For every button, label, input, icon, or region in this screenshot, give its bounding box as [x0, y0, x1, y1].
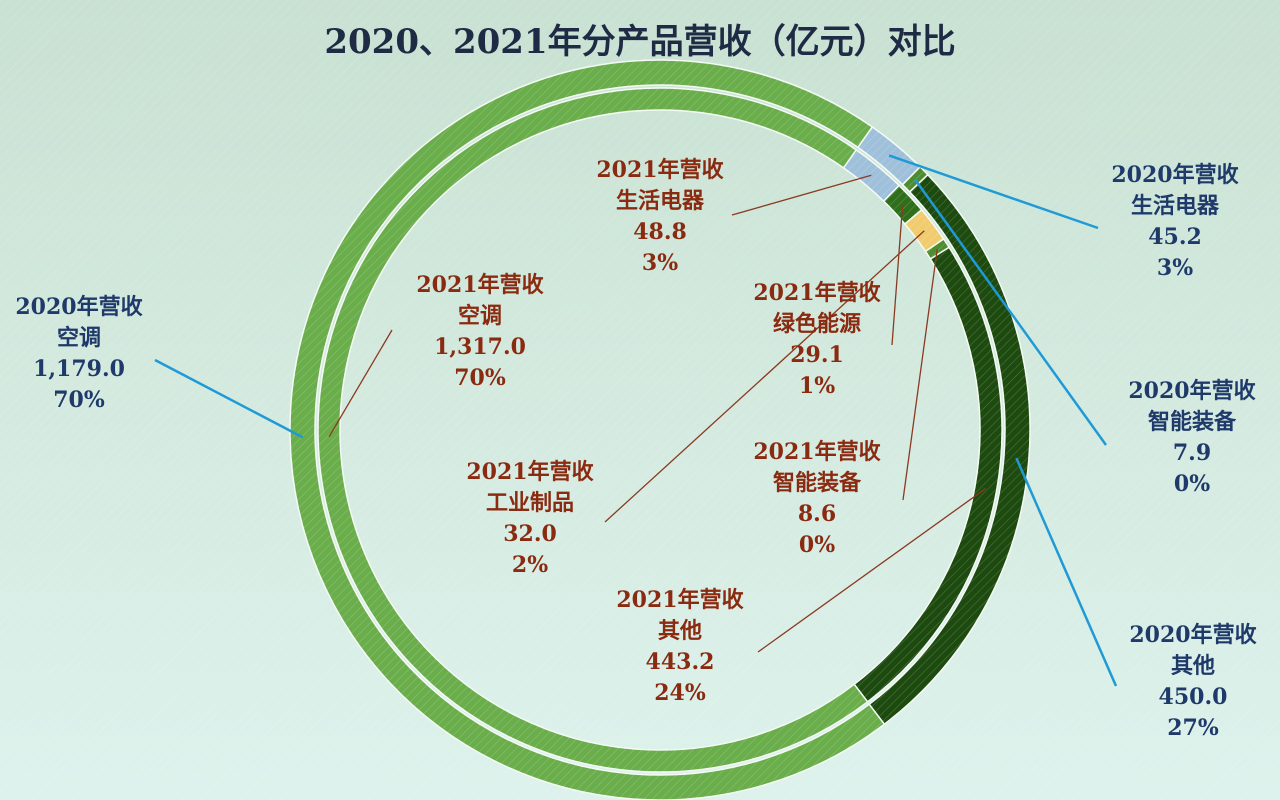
- leader-line: [1015, 457, 1118, 687]
- leader-line: [731, 174, 872, 216]
- label-percent: 27%: [1167, 715, 1219, 741]
- leader-line: [328, 329, 393, 438]
- leader-line: [902, 249, 938, 501]
- label-value: 1,317.0: [434, 334, 526, 360]
- label-percent: 1%: [798, 373, 836, 399]
- label-series: 2020年营收: [1129, 622, 1257, 648]
- donut-segment-texture: [869, 174, 1030, 725]
- leader-line: [154, 358, 304, 439]
- label-category: 其他: [1170, 653, 1215, 679]
- label-percent: 2%: [511, 552, 549, 578]
- label-percent: 70%: [53, 387, 105, 413]
- label-2021-home-appliance: 2021年营收 生活电器 48.8 3%: [580, 155, 740, 279]
- label-2021-smart-equipment: 2021年营收 智能装备 8.6 0%: [737, 437, 897, 561]
- donut-segment-texture: [883, 185, 922, 224]
- label-2021-green-energy: 2021年营收 绿色能源 29.1 1%: [737, 278, 897, 402]
- label-category: 空调: [457, 303, 502, 329]
- label-percent: 3%: [641, 250, 679, 276]
- donut-segment-texture: [902, 166, 928, 192]
- label-category: 绿色能源: [772, 311, 861, 337]
- leader-line: [604, 230, 925, 523]
- label-category: 生活电器: [615, 188, 704, 214]
- label-series: 2021年营收: [466, 459, 594, 485]
- label-2020-other: 2020年营收 其他 450.0 27%: [1118, 620, 1268, 744]
- label-percent: 70%: [454, 365, 506, 391]
- label-category: 生活电器: [1130, 193, 1219, 219]
- donut-segment-texture: [904, 209, 944, 252]
- label-value: 45.2: [1148, 224, 1202, 250]
- donut-segment-texture: [925, 239, 950, 260]
- leader-line: [757, 487, 987, 653]
- label-value: 450.0: [1158, 684, 1228, 710]
- label-value: 29.1: [790, 342, 844, 368]
- label-percent: 24%: [654, 680, 706, 706]
- label-percent: 0%: [798, 532, 836, 558]
- label-category: 智能装备: [772, 470, 861, 496]
- label-category: 工业制品: [485, 490, 574, 516]
- label-series: 2021年营收: [616, 587, 744, 613]
- label-value: 443.2: [645, 649, 715, 675]
- label-percent: 0%: [1173, 471, 1211, 497]
- label-series: 2021年营收: [416, 272, 544, 298]
- label-series: 2021年营收: [753, 280, 881, 306]
- label-series: 2020年营收: [1128, 378, 1256, 404]
- label-value: 48.8: [633, 219, 687, 245]
- label-series: 2021年营收: [753, 439, 881, 465]
- chart-title: 2020、2021年分产品营收（亿元）对比: [324, 22, 956, 62]
- label-series: 2020年营收: [15, 294, 143, 320]
- label-value: 1,179.0: [33, 356, 125, 382]
- leader-line: [888, 154, 1099, 230]
- label-2020-aircon: 2020年营收 空调 1,179.0 70%: [4, 292, 154, 416]
- label-2021-industrial-products: 2021年营收 工业制品 32.0 2%: [450, 457, 610, 581]
- label-series: 2020年营收: [1111, 162, 1239, 188]
- leader-lines: [154, 154, 1118, 687]
- label-2021-aircon: 2021年营收 空调 1,317.0 70%: [400, 270, 560, 394]
- label-2020-smart-equipment: 2020年营收 智能装备 7.9 0%: [1117, 376, 1267, 500]
- label-2021-other: 2021年营收 其他 443.2 24%: [600, 585, 760, 709]
- label-category: 空调: [56, 325, 101, 351]
- label-percent: 3%: [1156, 255, 1194, 281]
- leader-line: [891, 204, 904, 346]
- label-value: 8.6: [797, 501, 837, 527]
- label-series: 2021年营收: [596, 157, 724, 183]
- label-category: 智能装备: [1147, 409, 1236, 435]
- label-2020-home-appliance: 2020年营收 生活电器 45.2 3%: [1100, 160, 1250, 284]
- label-value: 32.0: [503, 521, 557, 547]
- label-category: 其他: [657, 618, 702, 644]
- label-value: 7.9: [1172, 440, 1212, 466]
- leader-line: [914, 178, 1108, 446]
- donut-segment-texture: [854, 247, 1002, 702]
